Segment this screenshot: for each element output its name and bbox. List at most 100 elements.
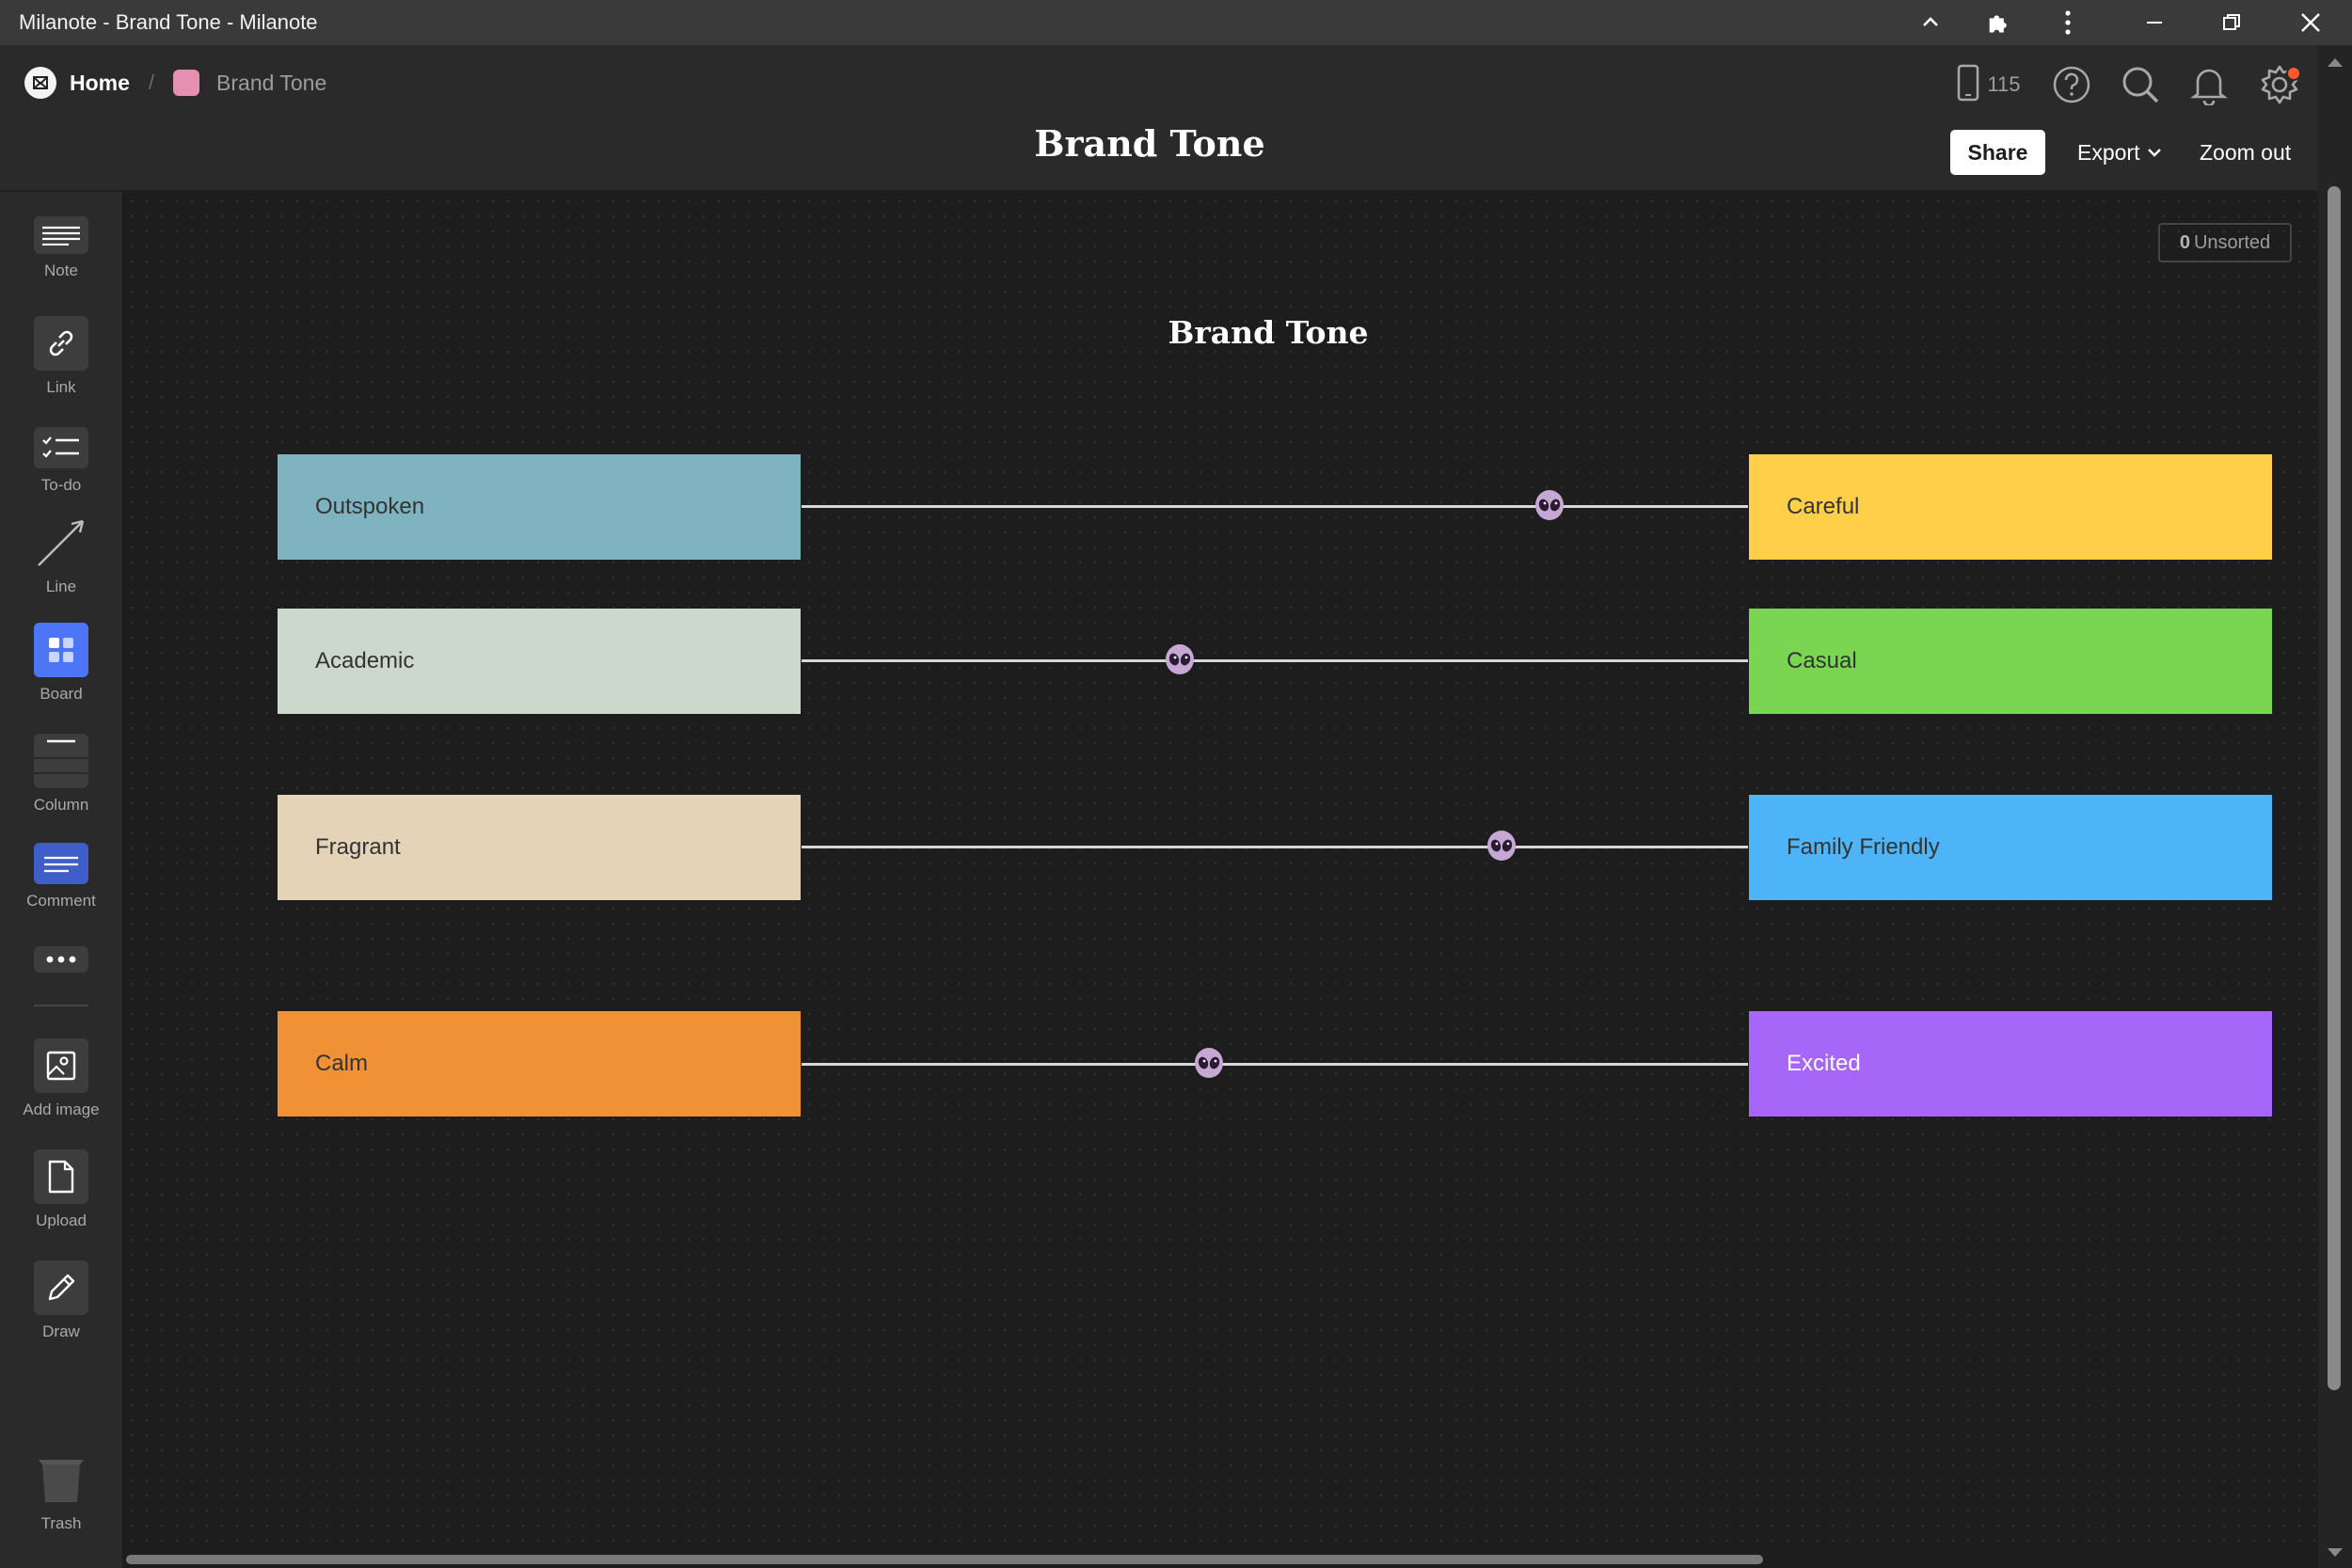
chevron-down-icon [2147,147,2162,158]
more-icon [34,946,88,973]
tool-more[interactable] [0,946,122,973]
note-card-right[interactable]: Excited [1749,1011,2272,1117]
horizontal-scrollbar[interactable] [124,1552,2318,1568]
notification-dot [2286,66,2301,81]
board-icon [34,623,88,677]
device-count: 115 [1987,72,2021,96]
tool-label: Link [46,378,76,396]
scrollbar-thumb[interactable] [2328,186,2341,1390]
board-color-icon [173,70,200,96]
zoom-out-button[interactable]: Zoom out [2200,139,2292,165]
tool-label: Trash [40,1514,82,1532]
alien-icon[interactable] [1486,830,1518,862]
note-text: Excited [1787,1051,1861,1076]
upload-icon [34,1149,88,1204]
line-icon [34,515,88,570]
window-titlebar: Milanote - Brand Tone - Milanote [0,0,2352,45]
todo-icon [34,427,88,468]
window-title: Milanote - Brand Tone - Milanote [19,10,318,34]
alien-icon[interactable] [1164,643,1196,675]
tool-board[interactable]: Board [0,623,122,704]
image-icon [34,1038,88,1093]
export-label: Export [2077,139,2140,165]
pencil-icon [34,1260,88,1315]
note-card-right[interactable]: Casual [1749,609,2272,714]
tool-label: Note [44,261,78,279]
chevron-up-icon[interactable] [1908,4,1953,41]
tool-link[interactable]: Link [0,316,122,397]
milanote-logo-icon[interactable] [24,67,56,99]
device-button[interactable]: 115 [1951,62,2026,107]
alien-icon[interactable] [1534,489,1565,521]
tool-label: Comment [26,892,96,910]
tool-draw[interactable]: Draw [0,1260,122,1341]
unsorted-count: 0 [2179,231,2190,253]
tool-label: Board [40,685,83,703]
note-text: Outspoken [315,494,425,519]
bell-icon[interactable] [2188,62,2230,107]
unsorted-button[interactable]: 0 Unsorted [2158,223,2292,262]
export-button[interactable]: Export [2077,132,2162,173]
breadcrumb-current[interactable]: Brand Tone [216,70,327,95]
minimize-icon[interactable] [2132,4,2177,41]
tool-todo[interactable]: To-do [0,427,122,495]
breadcrumb: Home / Brand Tone [24,64,326,102]
restore-icon[interactable] [2209,4,2254,41]
alien-icon[interactable] [1193,1047,1225,1079]
tool-label: Draw [42,1323,80,1340]
comment-icon [34,843,88,884]
more-vertical-icon[interactable] [2045,4,2090,41]
help-icon[interactable] [2051,62,2092,107]
tool-label: Upload [36,1212,87,1229]
breadcrumb-separator: / [148,71,155,94]
note-card-left[interactable]: Outspoken [278,454,801,560]
note-card-right[interactable]: Careful [1749,454,2272,560]
tool-label: To-do [40,476,82,494]
share-button[interactable]: Share [1950,130,2045,175]
note-card-right[interactable]: Family Friendly [1749,795,2272,900]
board-canvas[interactable]: 0 Unsorted Brand Tone Outspoken Careful … [124,194,2318,1552]
note-text: Fragrant [315,834,401,860]
toolbar-divider [34,1005,88,1006]
app-header: Home / Brand Tone Brand Tone 115 Share E [0,45,2352,192]
note-text: Family Friendly [1787,834,1940,860]
mobile-device-icon [1957,64,1979,106]
column-icon [34,734,88,788]
page-title: Brand Tone [1034,122,1265,165]
note-text: Casual [1787,648,1857,673]
canvas-title[interactable]: Brand Tone [1168,314,1369,351]
extensions-icon[interactable] [1976,4,2021,41]
tool-sidebar: Note Link To-do Line Board [0,192,124,1568]
note-card-left[interactable]: Calm [278,1011,801,1117]
tool-label: Add image [23,1101,100,1118]
scroll-up-icon[interactable] [2328,58,2343,67]
vertical-scrollbar[interactable] [2318,45,2352,1568]
tool-trash[interactable]: Trash [0,1452,122,1533]
breadcrumb-home[interactable]: Home [70,70,130,95]
scrollbar-thumb[interactable] [126,1555,1763,1564]
scroll-down-icon[interactable] [2328,1548,2343,1557]
tool-comment[interactable]: Comment [0,843,122,911]
gear-icon[interactable] [2256,62,2303,107]
link-icon [34,316,88,371]
note-text: Calm [315,1051,369,1076]
search-icon[interactable] [2119,62,2162,107]
note-card-left[interactable]: Fragrant [278,795,801,900]
tool-add-image[interactable]: Add image [0,1038,122,1119]
slider-line[interactable] [802,505,1748,508]
tool-note[interactable]: Note [0,216,122,280]
unsorted-label: Unsorted [2193,231,2271,253]
trash-icon [34,1452,88,1507]
note-card-left[interactable]: Academic [278,609,801,714]
note-text: Academic [315,648,415,673]
tool-upload[interactable]: Upload [0,1149,122,1230]
tool-column[interactable]: Column [0,734,122,815]
slider-line[interactable] [802,1063,1748,1066]
tool-line[interactable]: Line [0,515,122,596]
slider-line[interactable] [802,846,1748,848]
note-icon [34,216,88,254]
close-icon[interactable] [2288,4,2333,41]
slider-line[interactable] [802,659,1748,662]
note-text: Careful [1787,494,1860,519]
